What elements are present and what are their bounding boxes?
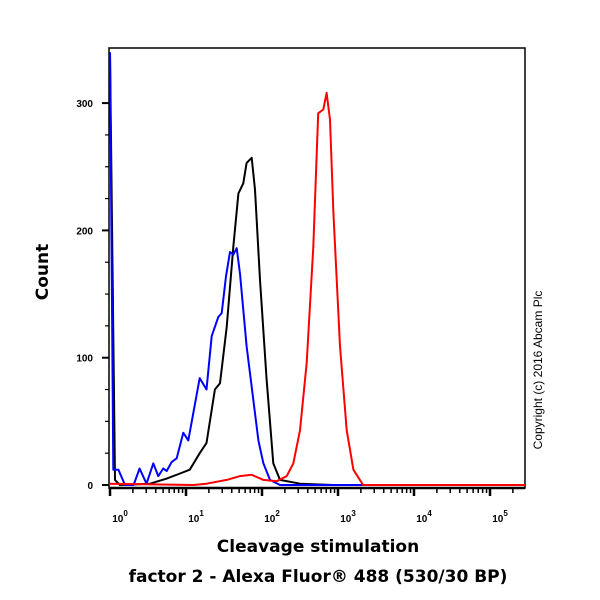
x-tick-label: 100 bbox=[112, 509, 128, 525]
copyright-text: Copyright (c) 2016 Abcam Plc bbox=[531, 291, 545, 450]
x-tick-label: 102 bbox=[264, 509, 280, 525]
x-axis-title-line1: Cleavage stimulation bbox=[217, 537, 419, 557]
x-tick-base: 10 bbox=[188, 514, 200, 525]
x-tick-base: 10 bbox=[416, 514, 428, 525]
x-tick-label: 101 bbox=[188, 509, 204, 525]
histogram-series-0 bbox=[109, 52, 525, 486]
x-tick-label: 104 bbox=[416, 509, 432, 525]
plot-frame bbox=[108, 47, 526, 489]
x-axis-title-line2: factor 2 - Alexa Fluor® 488 (530/30 BP) bbox=[129, 567, 508, 587]
y-tick-label: 300 bbox=[76, 99, 93, 110]
x-tick-exponent: 3 bbox=[351, 509, 356, 518]
y-tick-label: 200 bbox=[76, 226, 93, 237]
y-axis-title: Count bbox=[33, 244, 53, 301]
x-tick-base: 10 bbox=[112, 514, 124, 525]
x-tick-exponent: 4 bbox=[427, 509, 432, 518]
x-tick-exponent: 0 bbox=[123, 509, 128, 518]
x-tick-exponent: 1 bbox=[199, 509, 204, 518]
x-tick-base: 10 bbox=[264, 514, 276, 525]
histogram-series-1 bbox=[109, 52, 525, 486]
x-tick-base: 10 bbox=[492, 514, 504, 525]
histogram-series-2 bbox=[109, 91, 525, 486]
y-tick-label: 0 bbox=[87, 481, 93, 492]
x-tick-label: 105 bbox=[492, 509, 508, 525]
x-tick-exponent: 5 bbox=[503, 509, 508, 518]
x-tick-label: 103 bbox=[340, 509, 356, 525]
y-tick-label: 100 bbox=[76, 354, 93, 365]
x-tick-exponent: 2 bbox=[275, 509, 280, 518]
x-tick-base: 10 bbox=[340, 514, 352, 525]
